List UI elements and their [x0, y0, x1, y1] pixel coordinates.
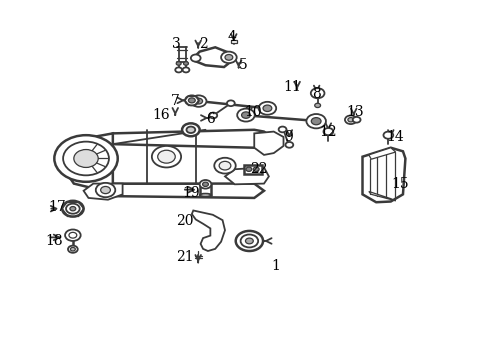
Circle shape: [63, 141, 109, 175]
Text: 22: 22: [250, 162, 267, 176]
Circle shape: [258, 102, 276, 115]
Circle shape: [190, 54, 200, 62]
Circle shape: [344, 116, 356, 124]
Circle shape: [323, 128, 332, 135]
Circle shape: [226, 100, 234, 106]
Circle shape: [70, 247, 75, 251]
Circle shape: [383, 132, 392, 139]
Circle shape: [175, 67, 182, 72]
Circle shape: [68, 246, 78, 253]
Text: 3: 3: [171, 37, 180, 51]
Text: 1: 1: [271, 259, 280, 273]
Text: 9: 9: [284, 130, 292, 144]
Circle shape: [278, 127, 286, 132]
Circle shape: [184, 95, 198, 105]
Circle shape: [219, 161, 230, 170]
Circle shape: [194, 98, 202, 104]
Text: 2: 2: [198, 37, 207, 51]
Polygon shape: [224, 167, 268, 184]
Circle shape: [199, 180, 211, 189]
Text: 19: 19: [182, 185, 199, 199]
Polygon shape: [191, 211, 224, 251]
Circle shape: [62, 201, 83, 217]
Polygon shape: [199, 184, 211, 195]
Circle shape: [314, 103, 320, 108]
Polygon shape: [83, 184, 122, 200]
Polygon shape: [103, 130, 273, 148]
Circle shape: [101, 186, 110, 194]
Circle shape: [209, 113, 217, 118]
Circle shape: [263, 105, 271, 112]
Circle shape: [186, 127, 195, 133]
Circle shape: [311, 118, 321, 125]
Ellipse shape: [199, 194, 211, 197]
Circle shape: [70, 207, 76, 211]
Text: 11: 11: [283, 80, 301, 94]
Text: 17: 17: [48, 200, 65, 214]
Circle shape: [96, 183, 115, 197]
Text: 8: 8: [312, 87, 321, 101]
Circle shape: [202, 182, 208, 186]
Circle shape: [214, 158, 235, 174]
Circle shape: [310, 88, 324, 98]
Circle shape: [347, 118, 353, 122]
Circle shape: [54, 135, 118, 182]
Circle shape: [240, 234, 258, 247]
Circle shape: [74, 149, 98, 167]
Circle shape: [224, 54, 232, 60]
Circle shape: [306, 114, 325, 129]
Text: 12: 12: [319, 125, 337, 139]
Circle shape: [158, 150, 175, 163]
Circle shape: [253, 167, 259, 171]
Circle shape: [237, 109, 254, 122]
Text: 6: 6: [205, 112, 214, 126]
Circle shape: [235, 231, 263, 251]
Polygon shape: [254, 132, 283, 155]
Text: 16: 16: [152, 108, 170, 122]
Circle shape: [69, 232, 77, 238]
Circle shape: [182, 67, 189, 72]
Circle shape: [66, 204, 80, 214]
Circle shape: [221, 51, 236, 63]
Text: 4: 4: [227, 30, 236, 44]
Text: 20: 20: [176, 214, 193, 228]
Text: 10: 10: [244, 105, 262, 119]
Circle shape: [188, 98, 195, 103]
Text: 14: 14: [386, 130, 404, 144]
Text: 7: 7: [170, 94, 179, 108]
Polygon shape: [368, 148, 395, 159]
Circle shape: [65, 229, 81, 241]
Circle shape: [152, 146, 181, 167]
Circle shape: [285, 142, 293, 148]
Circle shape: [176, 62, 181, 65]
Polygon shape: [59, 134, 113, 191]
Text: 5: 5: [239, 58, 247, 72]
Text: 15: 15: [391, 177, 408, 190]
Circle shape: [245, 167, 251, 171]
Circle shape: [182, 123, 199, 136]
Polygon shape: [193, 47, 230, 67]
Circle shape: [245, 238, 253, 244]
Circle shape: [352, 117, 360, 123]
Circle shape: [190, 95, 206, 107]
Polygon shape: [368, 192, 395, 201]
Polygon shape: [103, 184, 264, 198]
Text: 13: 13: [345, 105, 363, 119]
Bar: [243, 165, 262, 174]
Circle shape: [241, 112, 250, 118]
Text: 18: 18: [45, 234, 63, 248]
Text: 21: 21: [176, 250, 193, 264]
Polygon shape: [230, 40, 236, 42]
Polygon shape: [362, 148, 405, 202]
Circle shape: [183, 62, 188, 65]
